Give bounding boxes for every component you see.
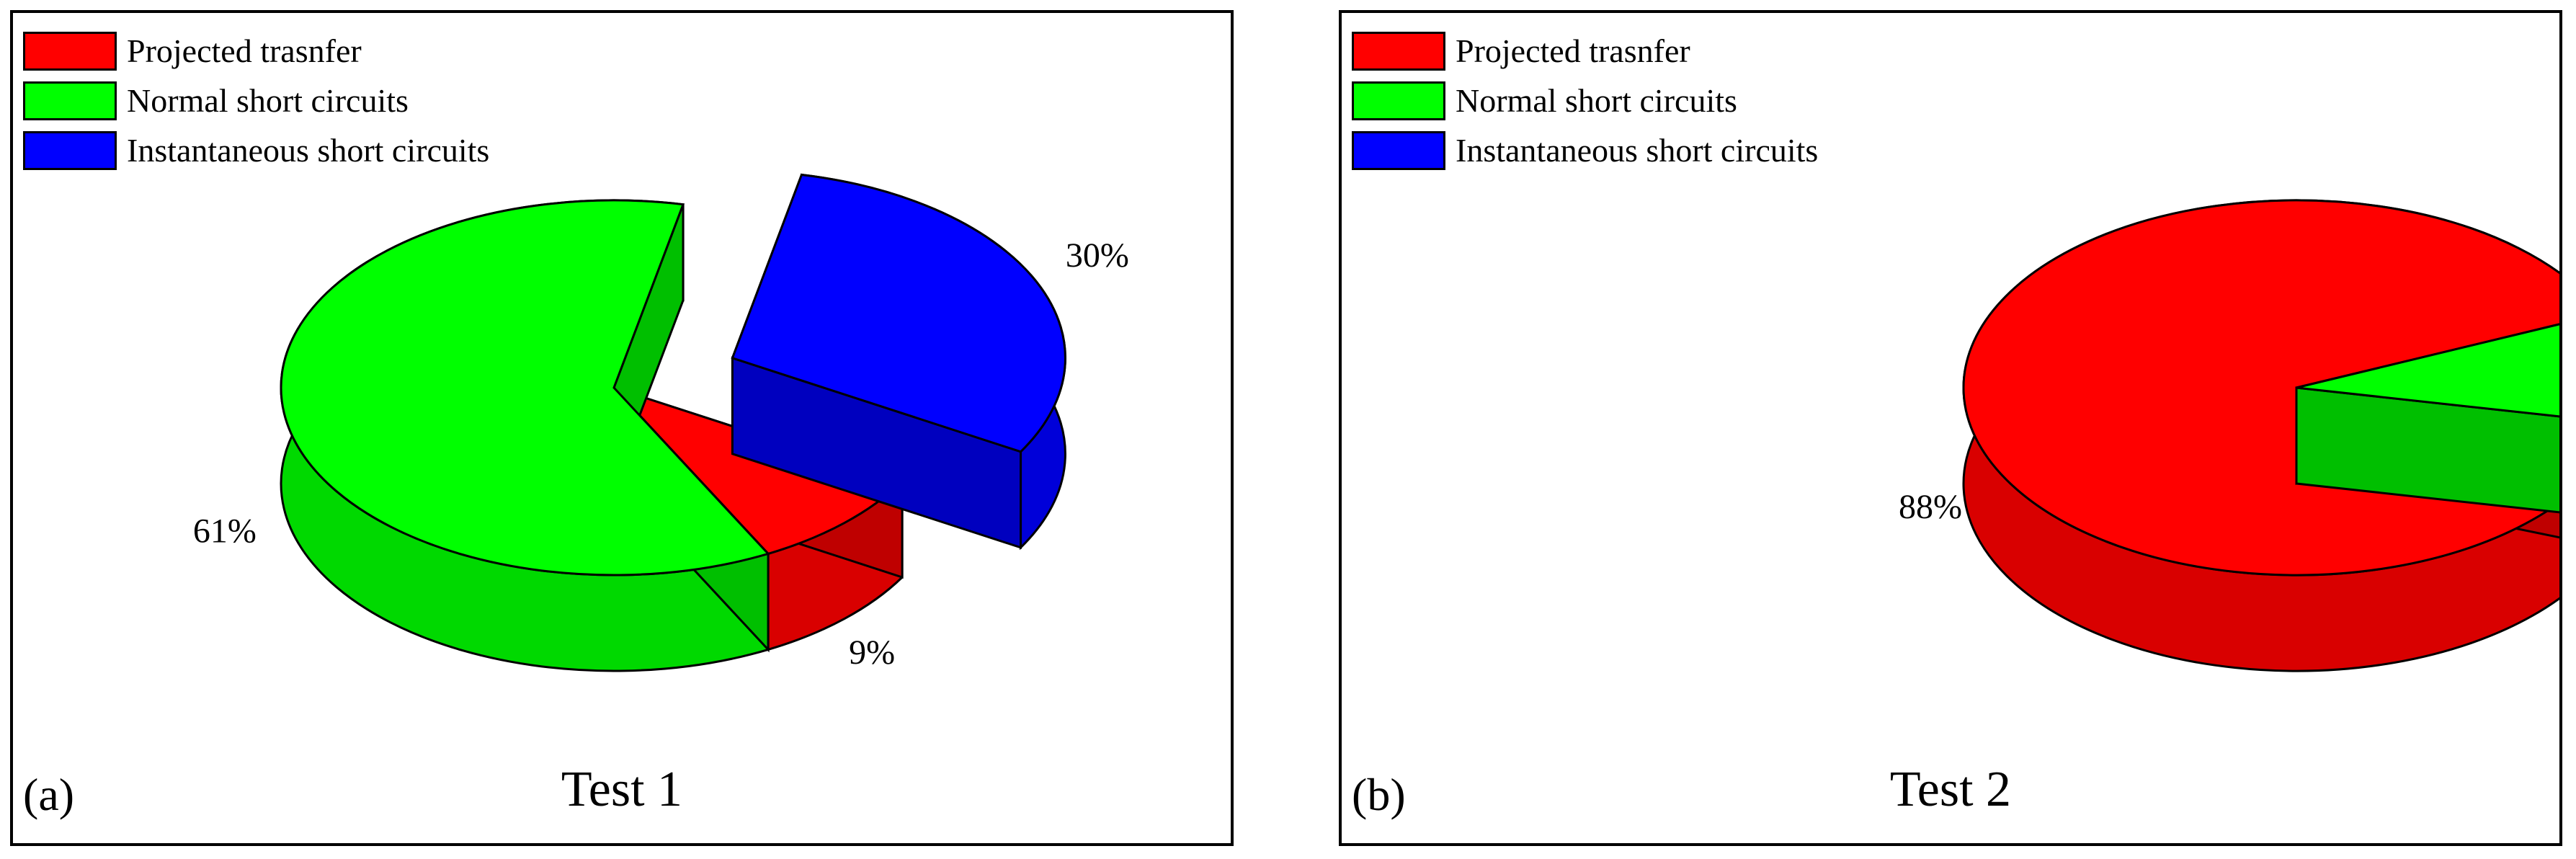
- legend-item: Instantaneous short circuits: [1352, 125, 1818, 175]
- legend-swatch-red: [23, 31, 117, 71]
- panel-label-b: (b): [1352, 769, 1406, 820]
- legend-label: Projected trasnfer: [1456, 32, 1690, 69]
- legend-swatch-green: [1352, 81, 1445, 120]
- pie-slice-label: 88%: [1899, 488, 1962, 526]
- pie-chart-b: 2.5%88%9.5%: [1899, 199, 2559, 672]
- legend-item: Projected trasnfer: [23, 26, 489, 76]
- legend-item: Normal short circuits: [1352, 76, 1818, 125]
- legend-label: Instantaneous short circuits: [1456, 132, 1819, 169]
- legend-item: Instantaneous short circuits: [23, 125, 489, 175]
- legend-swatch-red: [1352, 31, 1445, 71]
- pie-slice-top: [2296, 323, 2559, 418]
- chart-panel-b: 2.5%88%9.5% Projected trasnfer Normal sh…: [1339, 10, 2562, 846]
- legend-swatch-blue: [1352, 130, 1445, 170]
- legend-swatch-blue: [23, 130, 117, 170]
- panel-label-a: (a): [23, 769, 75, 820]
- legend-item: Normal short circuits: [23, 76, 489, 125]
- pie-slice: [2295, 323, 2559, 514]
- pie-slice: [280, 199, 770, 672]
- pie-slice-label: 61%: [193, 512, 257, 551]
- legend-b: Projected trasnfer Normal short circuits…: [1352, 26, 1818, 175]
- pie-slice: [731, 173, 1066, 551]
- legend-a: Projected trasnfer Normal short circuits…: [23, 26, 489, 175]
- legend-label: Instantaneous short circuits: [127, 132, 490, 169]
- chart-title-a: Test 1: [561, 762, 683, 817]
- legend-item: Projected trasnfer: [1352, 26, 1818, 76]
- legend-label: Projected trasnfer: [127, 32, 362, 69]
- pie-slice-top: [280, 199, 770, 577]
- pie-slice-label: 30%: [1066, 236, 1129, 275]
- legend-label: Normal short circuits: [1456, 82, 1737, 119]
- chart-panel-a: 9% 61% 30% Projected trasnfer Normal short…: [10, 10, 1234, 846]
- legend-label: Normal short circuits: [127, 82, 409, 119]
- pie-slice-top: [731, 173, 1066, 453]
- legend-swatch-green: [23, 81, 117, 120]
- pie-slice-label: 9%: [849, 633, 895, 672]
- pie-chart-a: 9% 61% 30%: [193, 173, 1129, 672]
- chart-title-b: Test 2: [1889, 762, 2012, 817]
